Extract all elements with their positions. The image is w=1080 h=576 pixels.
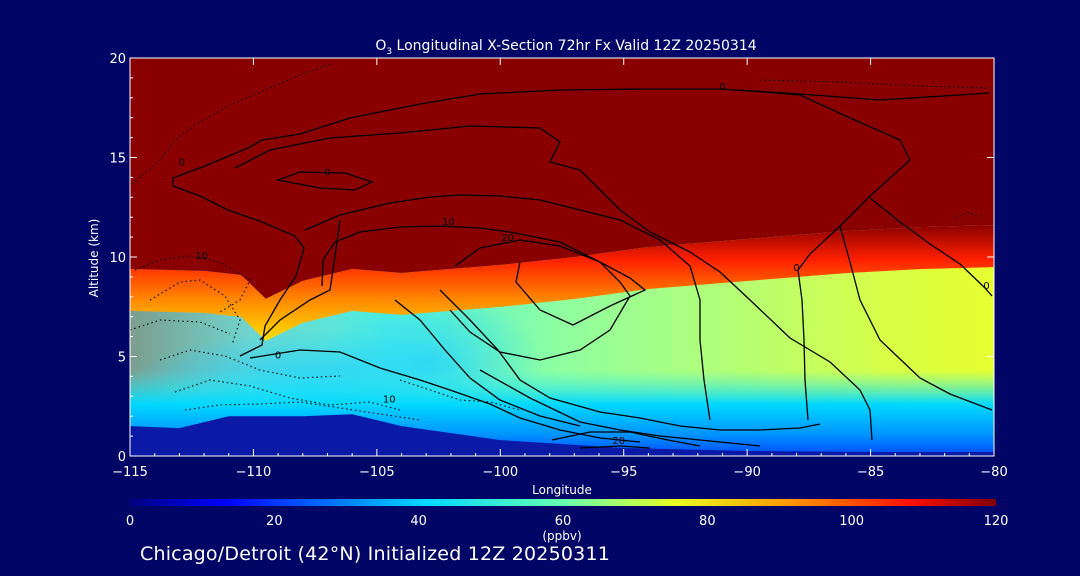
tropopause-transition [130,225,994,341]
x-axis-label: Longitude [532,483,592,497]
contour-line-dashed [174,379,401,411]
contour-line [321,225,631,361]
contour-label: 20 [612,436,625,447]
colorbar-tick-label: 0 [126,514,134,529]
y-axis: 0 5 10 15 20 [109,52,994,465]
contour-label: 0 [719,82,725,93]
contour-label: 0 [983,281,989,292]
x-tick-label: −110 [236,465,272,480]
contour-line [275,171,374,191]
colorbar-tick-label: 80 [699,514,716,529]
stratosphere-field [130,58,994,299]
negative-contours [130,63,991,421]
contour-line [304,194,711,421]
y-axis-label: Altitude (km) [87,219,101,298]
colorbar-tick-label: 40 [410,514,427,529]
contour-label: 0 [793,263,799,274]
contour-label: 10 [383,394,396,405]
colorbar-tick-label: 20 [266,514,283,529]
contour-label: 10 [442,217,455,228]
contour-line [839,225,993,411]
contour-line [249,349,641,443]
x-tick-label: −115 [112,465,148,480]
colorbar [130,499,996,506]
x-tick-label: −100 [482,465,518,480]
contour-line [454,239,647,326]
contour-line [259,219,341,341]
y-tick-label: 5 [118,351,126,366]
colorbar-tick-label: 60 [555,514,572,529]
colorbar-tick-label: 120 [984,514,1009,529]
contour-line-dashed [954,211,981,219]
contour-line [394,299,581,427]
colorbar-tick-label: 100 [839,514,864,529]
x-tick-label: −90 [733,465,760,480]
contour-label: 0 [324,167,330,178]
contour-line [172,185,305,357]
y-tick-label: 10 [109,251,126,266]
contour-label: 20 [501,233,514,244]
contour-line-dashed [134,255,251,313]
contour-labels: 0 0 0 10 10 20 0 0 0 10 20 [179,82,990,447]
contour-line [234,125,873,441]
y-tick-label: 15 [109,152,126,167]
contour-line [579,445,651,449]
y-tick-label: 0 [118,450,126,465]
x-axis: −115 −110 −105 −100 −95 −90 −85 −80 [112,58,1008,480]
colorbar-label: (ppbv) [542,529,581,543]
contour-line [869,197,993,297]
terrain-mask [130,414,994,456]
contour-line-dashed [159,349,341,379]
contour-line-dashed [131,63,331,185]
x-tick-label: −95 [610,465,637,480]
x-tick-label: −80 [980,465,1007,480]
y-tick-label: 20 [109,52,126,67]
contour-line-dashed [149,279,241,346]
contour-line-dashed [399,379,521,411]
x-tick-label: −105 [359,465,395,480]
contour-label: 10 [195,251,208,262]
contour-line [479,369,761,447]
contour-line [551,431,701,447]
ozone-contours [172,88,993,449]
chart-title: O3 Longitudinal X-Section 72hr Fx Valid … [375,38,756,57]
contour-label: 0 [179,157,185,168]
x-tick-label: −85 [857,465,884,480]
footer-caption: Chicago/Detroit (42°N) Initialized 12Z 2… [140,543,611,565]
contour-line [439,289,821,431]
contour-label: 0 [275,350,281,361]
colorbar-ticks: 0 20 40 60 80 100 120 [126,514,1009,529]
